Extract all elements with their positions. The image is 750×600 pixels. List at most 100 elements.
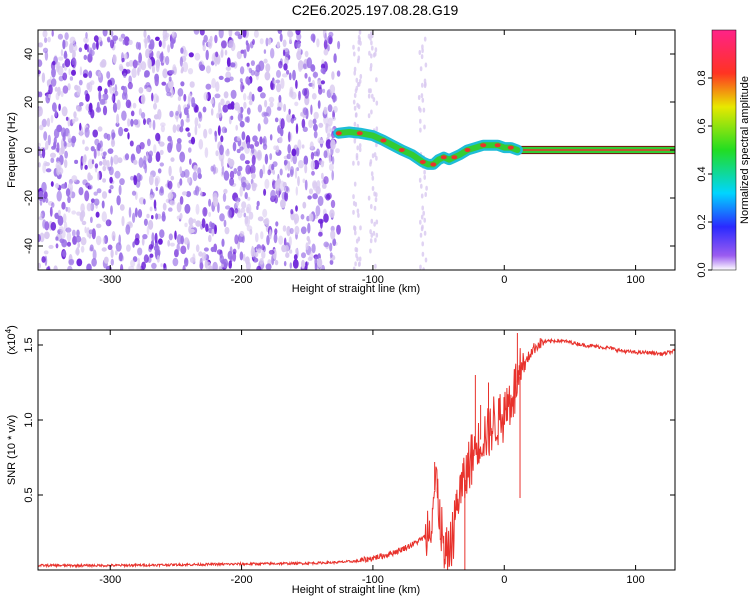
noise-dot [424,192,428,197]
noise-dot [328,36,333,45]
noise-dot [354,112,358,118]
noise-dot [67,132,71,142]
noise-dot [184,203,191,214]
noise-dot [252,39,255,45]
noise-dot [109,39,115,49]
noise-dot [370,218,374,224]
noise-dot [236,136,241,142]
noise-dot [333,95,338,102]
noise-dot [269,134,273,141]
noise-dot [194,104,199,113]
noise-dot [53,141,57,149]
noise-dot [138,108,142,116]
noise-dot [63,52,68,59]
noise-dot [424,257,428,263]
noise-dot [148,174,154,186]
noise-dot [209,35,213,43]
noise-dot [79,122,82,131]
noise-dot [197,123,201,129]
noise-dot [88,229,94,235]
noise-dot [269,153,273,161]
noise-dot [259,38,264,45]
noise-dot [63,159,68,169]
noise-dot [317,257,323,268]
noise-dot [47,134,51,146]
noise-dot [112,86,115,93]
noise-dot [371,45,374,51]
noise-dot [353,105,357,111]
noise-dot [88,184,93,190]
noise-dot [125,99,132,109]
noise-dot [48,84,53,95]
noise-dot [102,165,107,172]
noise-dot [301,252,306,259]
noise-dot [41,181,47,193]
noise-dot [371,153,375,159]
noise-dot [191,97,196,107]
noise-dot [295,123,299,135]
noise-dot [291,148,297,157]
noise-dot [51,202,55,208]
noise-dot [81,220,87,226]
noise-dot [230,115,234,121]
noise-dot [418,177,422,183]
noise-dot [98,161,103,166]
doppler-trace-point [507,145,514,150]
noise-dot [214,93,221,99]
noise-dot [419,232,423,238]
noise-dot [102,30,108,37]
y-tick-label: 0.5 [23,487,35,502]
noise-dot [42,30,48,38]
noise-dot [353,93,357,98]
noise-dot [168,165,172,177]
noise-dot [140,61,147,71]
noise-dot [57,209,61,216]
noise-dot [161,81,167,86]
noise-dot [200,190,203,197]
noise-dot [96,188,102,194]
noise-dot [185,117,191,123]
noise-dot [177,88,184,97]
noise-dot [81,210,86,218]
noise-dot [226,57,231,67]
noise-dot [297,176,300,187]
noise-dot [117,157,123,164]
noise-dot [44,37,48,43]
noise-dot [103,132,109,139]
noise-dot [96,40,99,50]
noise-dot [60,90,64,98]
noise-dot [199,30,205,36]
noise-dot [107,166,112,171]
noise-dot [210,98,214,105]
noise-dot [79,66,83,76]
noise-dot [301,118,306,129]
noise-dot [241,201,247,209]
noise-dot [184,222,188,228]
noise-dot [182,61,189,73]
noise-dot [171,31,176,38]
noise-dot [225,205,231,210]
noise-dot [93,148,97,159]
noise-dot [229,62,236,68]
noise-dot [119,65,124,72]
noise-dot [287,160,291,172]
noise-dot [357,55,361,61]
noise-dot [323,39,328,50]
noise-dot [294,101,299,107]
noise-dot [65,188,71,197]
noise-dot [148,150,153,157]
noise-dot [225,66,232,71]
noise-dot [79,102,84,107]
noise-dot [421,241,425,247]
noise-dot [274,180,281,191]
noise-dot [291,114,295,119]
noise-dot [160,263,163,268]
noise-dot [262,208,268,218]
noise-dot [374,47,378,53]
colorbar-gradient [711,29,737,271]
noise-dot [313,151,319,157]
noise-dot [169,200,176,206]
doppler-trace-point [464,148,471,152]
noise-dot [317,218,324,224]
noise-dot [220,135,224,143]
